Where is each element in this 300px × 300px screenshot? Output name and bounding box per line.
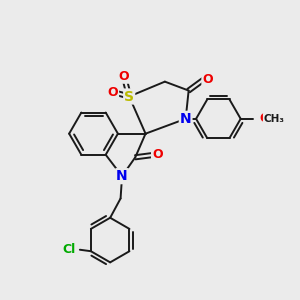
- Text: O: O: [259, 112, 270, 125]
- Text: O: O: [107, 85, 118, 98]
- Text: O: O: [152, 148, 163, 161]
- Text: N: N: [180, 112, 191, 126]
- Text: N: N: [116, 169, 128, 183]
- Text: CH₃: CH₃: [264, 114, 285, 124]
- Text: O: O: [202, 73, 213, 86]
- Text: Cl: Cl: [62, 243, 76, 256]
- Text: S: S: [124, 89, 134, 103]
- Text: O: O: [118, 70, 129, 83]
